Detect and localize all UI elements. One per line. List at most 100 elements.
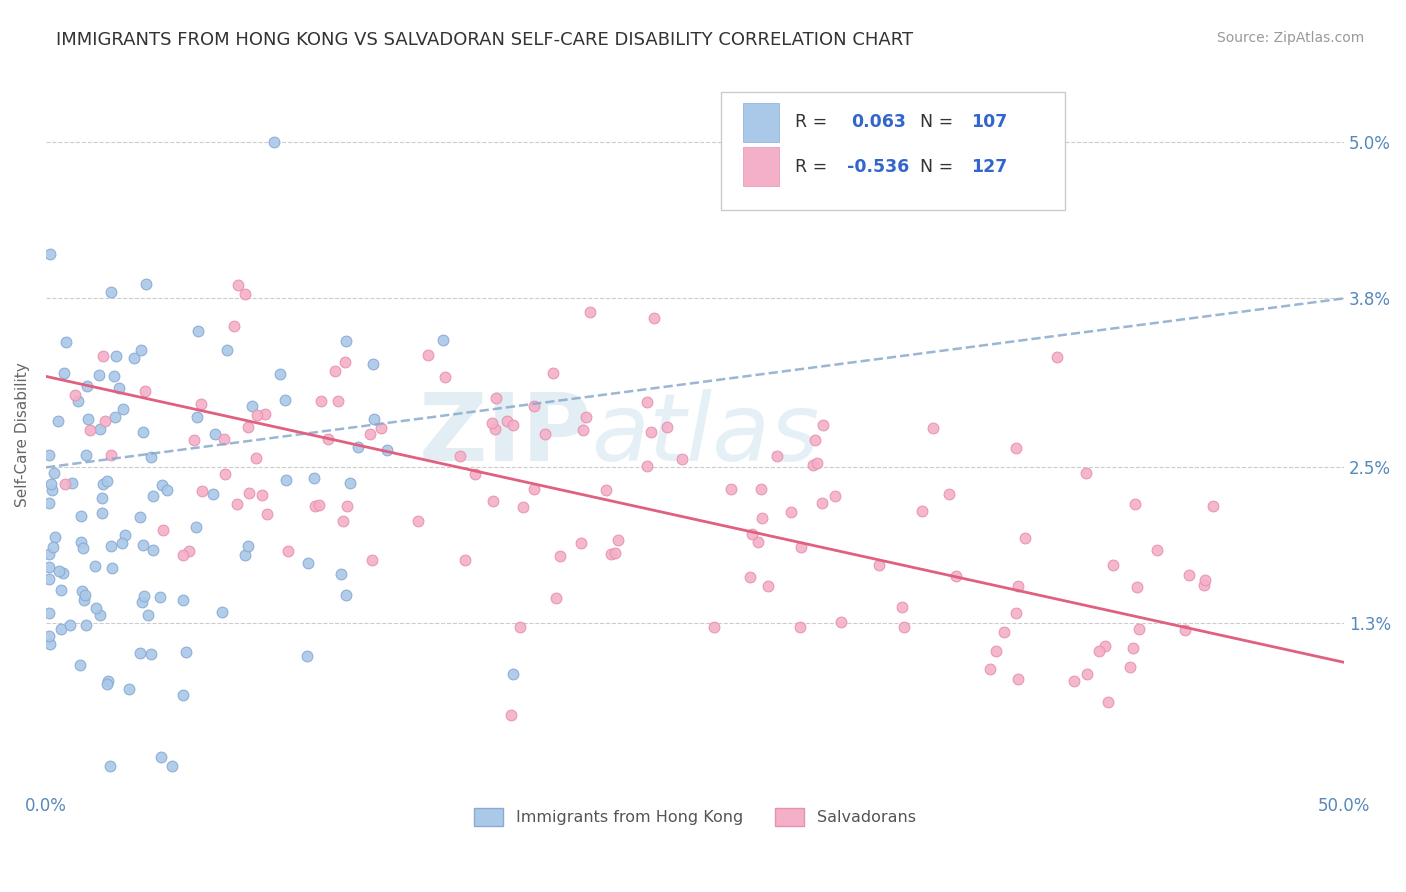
Point <box>38 560 60 574</box>
Point <box>204 426 226 441</box>
Point <box>69 535 91 549</box>
Point <box>335 588 357 602</box>
Point <box>100 539 122 553</box>
Point <box>97 673 120 688</box>
Point <box>595 483 617 497</box>
Point <box>824 490 846 504</box>
Point <box>512 500 534 514</box>
Point <box>75 617 97 632</box>
Point <box>131 595 153 609</box>
Point <box>302 471 325 485</box>
Point <box>70 509 93 524</box>
Point <box>256 508 278 522</box>
Point <box>485 392 508 406</box>
Text: R =: R = <box>794 158 832 176</box>
Point <box>174 644 197 658</box>
Point <box>766 449 789 463</box>
Point <box>911 504 934 518</box>
Point <box>172 592 194 607</box>
Point <box>111 401 134 416</box>
Point <box>79 423 101 437</box>
Point <box>1005 442 1028 456</box>
Point <box>1063 673 1085 688</box>
Point <box>238 486 260 500</box>
Point <box>1102 558 1125 572</box>
Point <box>69 658 91 673</box>
Point <box>1014 531 1036 545</box>
Point <box>187 324 209 338</box>
Point <box>245 451 267 466</box>
Point <box>66 394 89 409</box>
Point <box>361 357 384 371</box>
Point <box>51 582 73 597</box>
Point <box>136 608 159 623</box>
Point <box>1178 568 1201 582</box>
Point <box>749 482 772 496</box>
Point <box>141 450 163 464</box>
Point <box>183 433 205 447</box>
Point <box>38 496 60 510</box>
Point <box>339 476 361 491</box>
Point <box>304 499 326 513</box>
Point <box>100 285 122 300</box>
Point <box>655 420 678 434</box>
Point <box>233 286 256 301</box>
Point <box>91 477 114 491</box>
Point <box>177 544 200 558</box>
Point <box>191 484 214 499</box>
Point <box>114 528 136 542</box>
Point <box>70 583 93 598</box>
Point <box>77 412 100 426</box>
Text: IMMIGRANTS FROM HONG KONG VS SALVADORAN SELF-CARE DISABILITY CORRELATION CHART: IMMIGRANTS FROM HONG KONG VS SALVADORAN … <box>56 31 914 49</box>
Y-axis label: Self-Care Disability: Self-Care Disability <box>15 362 30 508</box>
Text: Source: ZipAtlas.com: Source: ZipAtlas.com <box>1216 31 1364 45</box>
Point <box>44 530 66 544</box>
FancyBboxPatch shape <box>742 103 779 142</box>
Point <box>643 311 665 326</box>
Point <box>214 467 236 481</box>
Point <box>751 510 773 524</box>
Point <box>484 422 506 436</box>
Point <box>790 541 813 555</box>
Point <box>96 676 118 690</box>
Point <box>541 367 564 381</box>
Point <box>129 343 152 358</box>
Point <box>1174 624 1197 638</box>
Point <box>984 644 1007 658</box>
Point <box>156 483 179 497</box>
Point <box>359 426 381 441</box>
Point <box>42 540 65 554</box>
Point <box>1122 640 1144 655</box>
Point <box>1076 666 1098 681</box>
Point <box>122 351 145 366</box>
Point <box>454 553 477 567</box>
Point <box>118 682 141 697</box>
Point <box>328 394 350 409</box>
Point <box>186 520 208 534</box>
Point <box>346 441 368 455</box>
Point <box>607 533 630 547</box>
Point <box>132 538 155 552</box>
Point <box>432 334 454 348</box>
Point <box>100 448 122 462</box>
Point <box>215 343 238 358</box>
Point <box>636 394 658 409</box>
Point <box>49 622 72 636</box>
Point <box>91 491 114 505</box>
Text: R =: R = <box>794 113 832 131</box>
Point <box>433 370 456 384</box>
Point <box>720 482 742 496</box>
Point <box>129 510 152 524</box>
Point <box>502 667 524 681</box>
Point <box>128 646 150 660</box>
Point <box>938 487 960 501</box>
Point <box>89 607 111 622</box>
Point <box>1046 350 1069 364</box>
Point <box>89 421 111 435</box>
Point <box>96 474 118 488</box>
Point <box>91 349 114 363</box>
Point <box>212 433 235 447</box>
Point <box>48 564 70 578</box>
Legend: Immigrants from Hong Kong, Salvadorans: Immigrants from Hong Kong, Salvadorans <box>467 800 924 834</box>
Point <box>370 420 392 434</box>
